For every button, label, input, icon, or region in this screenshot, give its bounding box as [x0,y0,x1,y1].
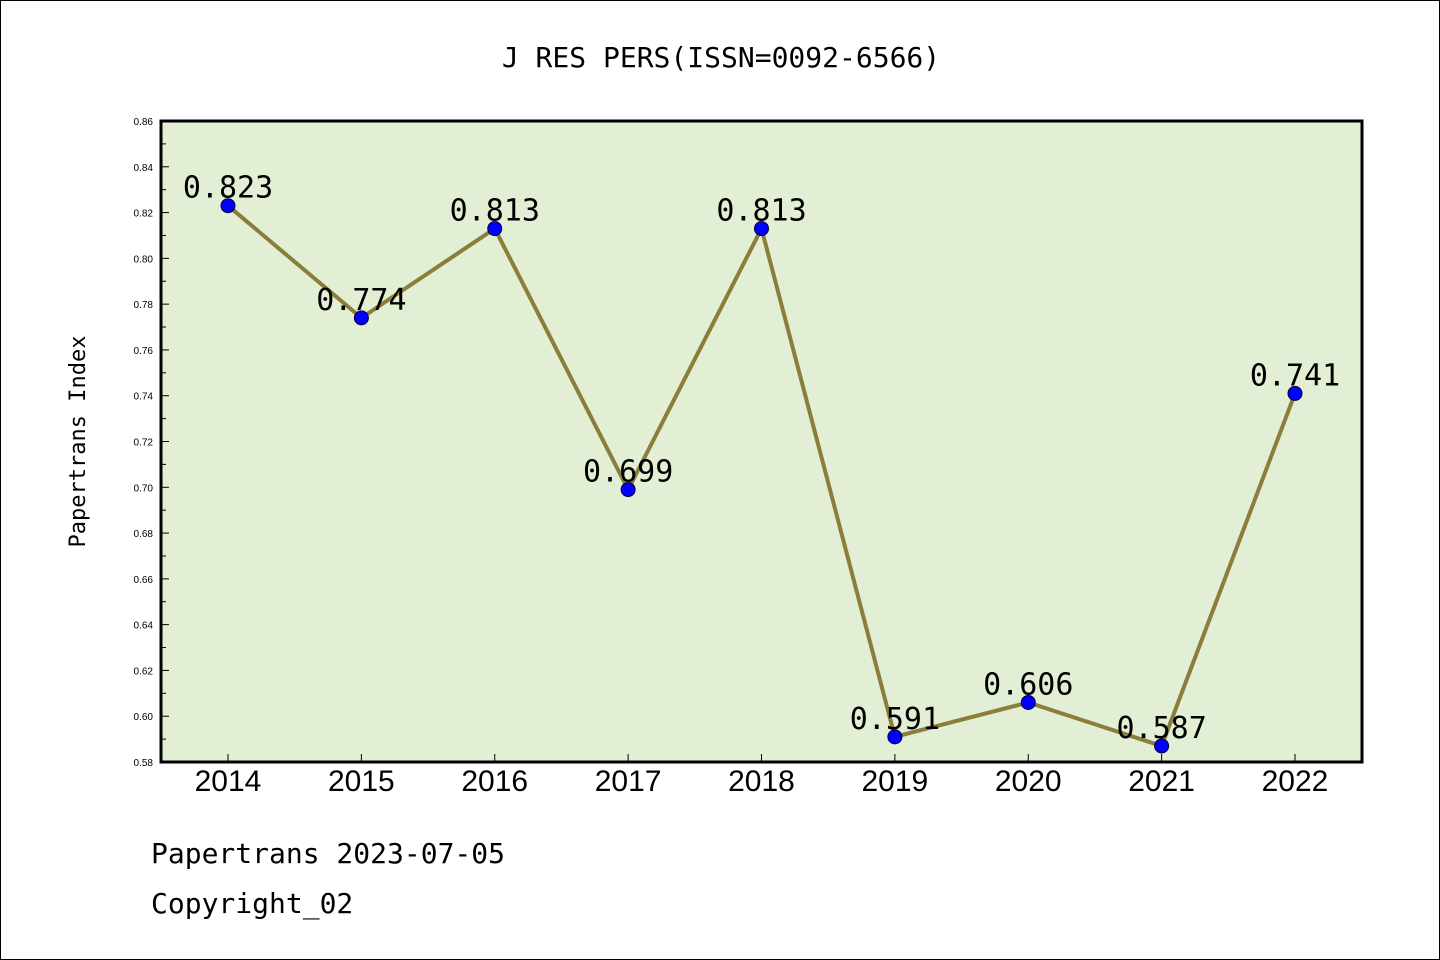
y-axis-label: Papertrans Index [66,336,91,548]
footer-copyright-text: Copyright_02 [151,887,354,920]
chart-title: J RES PERS(ISSN=0092-6566) [502,41,940,74]
y-tick-label: 0.72 [134,438,154,449]
x-tick-label: 2021 [1128,765,1195,798]
x-tick-label: 2017 [595,765,662,798]
y-tick-label: 0.80 [134,254,154,265]
y-tick-label: 0.62 [134,666,154,677]
data-point-label: 0.741 [1250,358,1340,393]
x-tick-label: 2019 [862,765,929,798]
data-point-label: 0.699 [583,455,673,490]
x-tick-label: 2018 [728,765,795,798]
plot-border [159,119,1364,764]
y-tick-label: 0.86 [134,117,154,128]
data-point-label: 0.774 [316,283,406,318]
data-point-marker [754,221,769,237]
data-point-marker [220,198,236,214]
x-tick-label: 2016 [461,765,528,798]
data-point-marker [353,310,369,326]
x-tick-label: 2022 [1262,765,1329,798]
data-point-label: 0.591 [850,702,940,737]
y-tick-label: 0.82 [134,209,154,220]
x-tick-label: 2014 [195,765,262,798]
data-point-label: 0.823 [183,171,273,206]
data-point-label: 0.813 [716,194,806,229]
y-tick-label: 0.58 [134,758,154,769]
y-tick-label: 0.74 [134,392,154,403]
data-point-marker [487,221,503,237]
data-point-marker [1287,385,1303,401]
y-tick-label: 0.84 [134,163,154,174]
data-point-label: 0.587 [1116,711,1206,746]
y-tick-label: 0.60 [134,712,154,723]
series-markers [220,198,1303,754]
y-tick-label: 0.76 [134,346,154,357]
data-point-marker [620,482,636,498]
data-point-marker [1154,738,1170,754]
data-point-marker [1020,694,1036,710]
data-point-marker [887,729,903,745]
y-tick-label: 0.70 [134,483,154,494]
y-tick-label: 0.64 [134,621,154,632]
data-point-label: 0.813 [450,194,540,229]
data-point-label: 0.606 [983,667,1073,702]
data-labels: 0.823 0.774 0.813 0.699 0.813 0.591 0.606 0.587… [183,171,1340,746]
x-tick-label: 2015 [328,765,395,798]
y-tick-label: 0.68 [134,529,154,540]
y-tick-label: 0.66 [134,575,154,586]
y-tick-label: 0.78 [134,300,154,311]
x-tick-label: 2020 [995,765,1062,798]
x-axis-ticks: 2014 2015 2016 2017 2018 2019 2020 2021 2022 [195,754,1329,798]
footer-date-text: Papertrans 2023-07-05 [151,837,506,870]
